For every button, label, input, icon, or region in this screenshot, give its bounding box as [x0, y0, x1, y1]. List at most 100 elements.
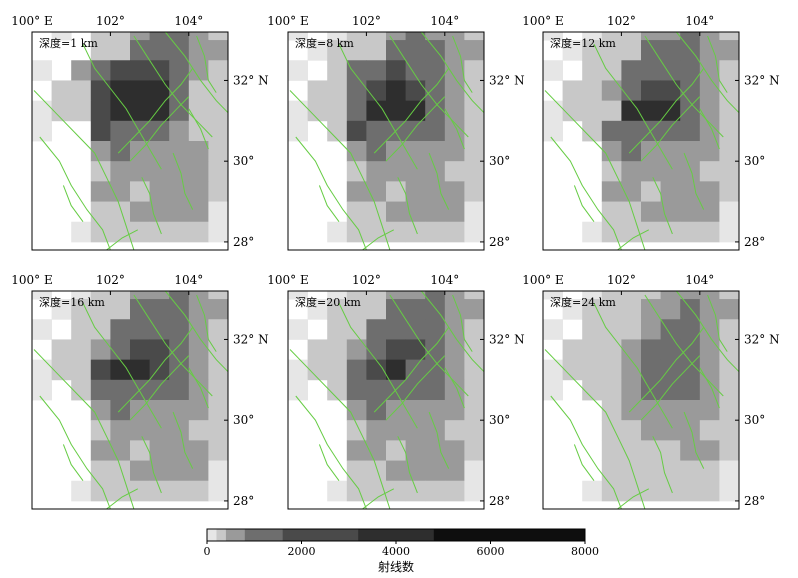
heatmap-cell — [601, 291, 622, 300]
heatmap-cell — [464, 359, 484, 381]
heatmap-cell — [386, 291, 406, 300]
y-tick-label: 30° — [233, 154, 254, 168]
heatmap-cell — [699, 319, 720, 340]
heatmap-cell — [405, 379, 426, 401]
heatmap-cell — [149, 299, 170, 320]
heatmap-cell — [601, 221, 622, 243]
heatmap-cell — [425, 379, 446, 401]
x-tick-label: 100° E — [267, 14, 308, 28]
heatmap-cell — [444, 460, 465, 482]
heatmap-cell — [149, 339, 170, 361]
fault-line — [318, 185, 340, 222]
heatmap-cell — [405, 40, 426, 61]
heatmap-cell — [562, 100, 583, 122]
heatmap-cell — [32, 60, 52, 81]
heatmap-cell — [699, 32, 720, 41]
heatmap-cell — [562, 359, 583, 381]
heatmap-cell — [346, 339, 367, 361]
depth-label: 深度=12 km — [550, 36, 616, 50]
heatmap-cell — [484, 360, 504, 381]
y-tick-label: 32° N — [744, 332, 780, 346]
x-tick-label: 102° — [352, 14, 381, 28]
fault-line — [196, 294, 217, 352]
heatmap-cell — [484, 0, 504, 20]
heatmap-cell — [504, 40, 524, 61]
heatmap-cell — [149, 480, 170, 502]
heatmap-cell — [90, 291, 111, 300]
heatmap-cell — [444, 359, 465, 381]
heatmap-cell — [405, 400, 426, 421]
heatmap-cell — [150, 0, 170, 20]
heatmap-cell — [110, 299, 131, 320]
heatmap-cell — [699, 299, 720, 320]
heatmap-cell — [660, 400, 681, 421]
heatmap-cell — [130, 299, 150, 320]
heatmap-cell — [641, 480, 661, 502]
y-tick-label: 28° — [489, 494, 510, 508]
heatmap-cell — [386, 460, 406, 482]
heatmap-cell — [208, 319, 228, 340]
heatmap-cell — [188, 40, 209, 61]
fault-line — [385, 355, 446, 421]
heatmap-cell — [660, 181, 681, 202]
heatmap-cell — [130, 32, 150, 41]
x-tick-label: 100° E — [267, 273, 308, 287]
map-panel: 100° E 102° 104° 32° N 30° 28° 深度=12 km — [522, 14, 780, 251]
heatmap-cell — [288, 60, 308, 81]
colorbar-ticks: 0 2000 4000 6000 8000 — [204, 541, 599, 558]
fault-line — [544, 90, 646, 250]
fault-line — [397, 436, 418, 494]
heatmap-cell — [621, 201, 642, 223]
fault-line — [39, 136, 111, 250]
heatmap-cell — [543, 359, 563, 381]
heatmap-cell — [660, 291, 681, 300]
heatmap-cell — [130, 339, 150, 361]
heatmap-cell — [90, 201, 111, 223]
heatmap-cell — [327, 299, 348, 320]
heatmap-cell — [660, 141, 681, 162]
heatmap-cell — [149, 201, 170, 223]
fault-line — [373, 68, 450, 154]
heatmap-cell — [719, 161, 739, 182]
heatmap-cell — [444, 100, 465, 122]
heatmap-cell — [169, 181, 190, 202]
fault-line — [188, 367, 209, 409]
heatmap-cell — [444, 141, 465, 162]
heatmap-cell — [208, 100, 228, 122]
heatmap-cell — [405, 299, 426, 320]
heatmap-cell — [71, 359, 92, 381]
heatmap-cells — [32, 279, 268, 502]
heatmap-cell — [739, 279, 759, 300]
heatmap-cell — [739, 121, 759, 142]
x-tick-label: 102° — [96, 273, 125, 287]
heatmap-cell — [346, 319, 367, 340]
heatmap-cell — [405, 319, 426, 340]
heatmap-cell — [699, 201, 720, 223]
heatmap-cell — [660, 60, 681, 81]
heatmap-cell — [425, 161, 446, 182]
fault-line — [675, 291, 739, 373]
heatmap-cell — [699, 440, 720, 461]
heatmap-cell — [444, 319, 465, 340]
heatmap-cell — [699, 161, 720, 182]
heatmap-cell — [248, 360, 268, 381]
heatmap-cell — [110, 480, 131, 502]
heatmap-cell — [484, 20, 504, 41]
heatmap-cell — [248, 279, 268, 300]
fault-line — [640, 96, 701, 162]
heatmap-cell — [149, 181, 170, 202]
heatmap-cell — [208, 359, 228, 381]
heatmap-cell — [208, 60, 228, 81]
heatmap-cell — [562, 299, 583, 320]
heatmap-cell — [719, 379, 739, 401]
heatmap-cell — [660, 339, 681, 361]
heatmap-cell — [366, 201, 387, 223]
heatmap-cell — [208, 32, 228, 41]
heatmap-cell — [601, 181, 622, 202]
heatmap-cell — [444, 379, 465, 401]
heatmap-cell — [366, 299, 387, 320]
heatmap-cell — [719, 420, 739, 441]
heatmap-cell — [288, 32, 308, 41]
heatmap-cell — [680, 291, 701, 300]
heatmap-cell — [307, 40, 328, 61]
